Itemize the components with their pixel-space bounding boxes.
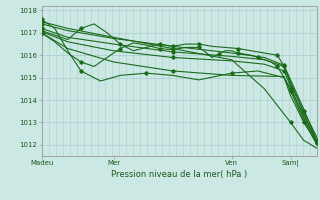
X-axis label: Pression niveau de la mer( hPa ): Pression niveau de la mer( hPa ) [111,170,247,179]
